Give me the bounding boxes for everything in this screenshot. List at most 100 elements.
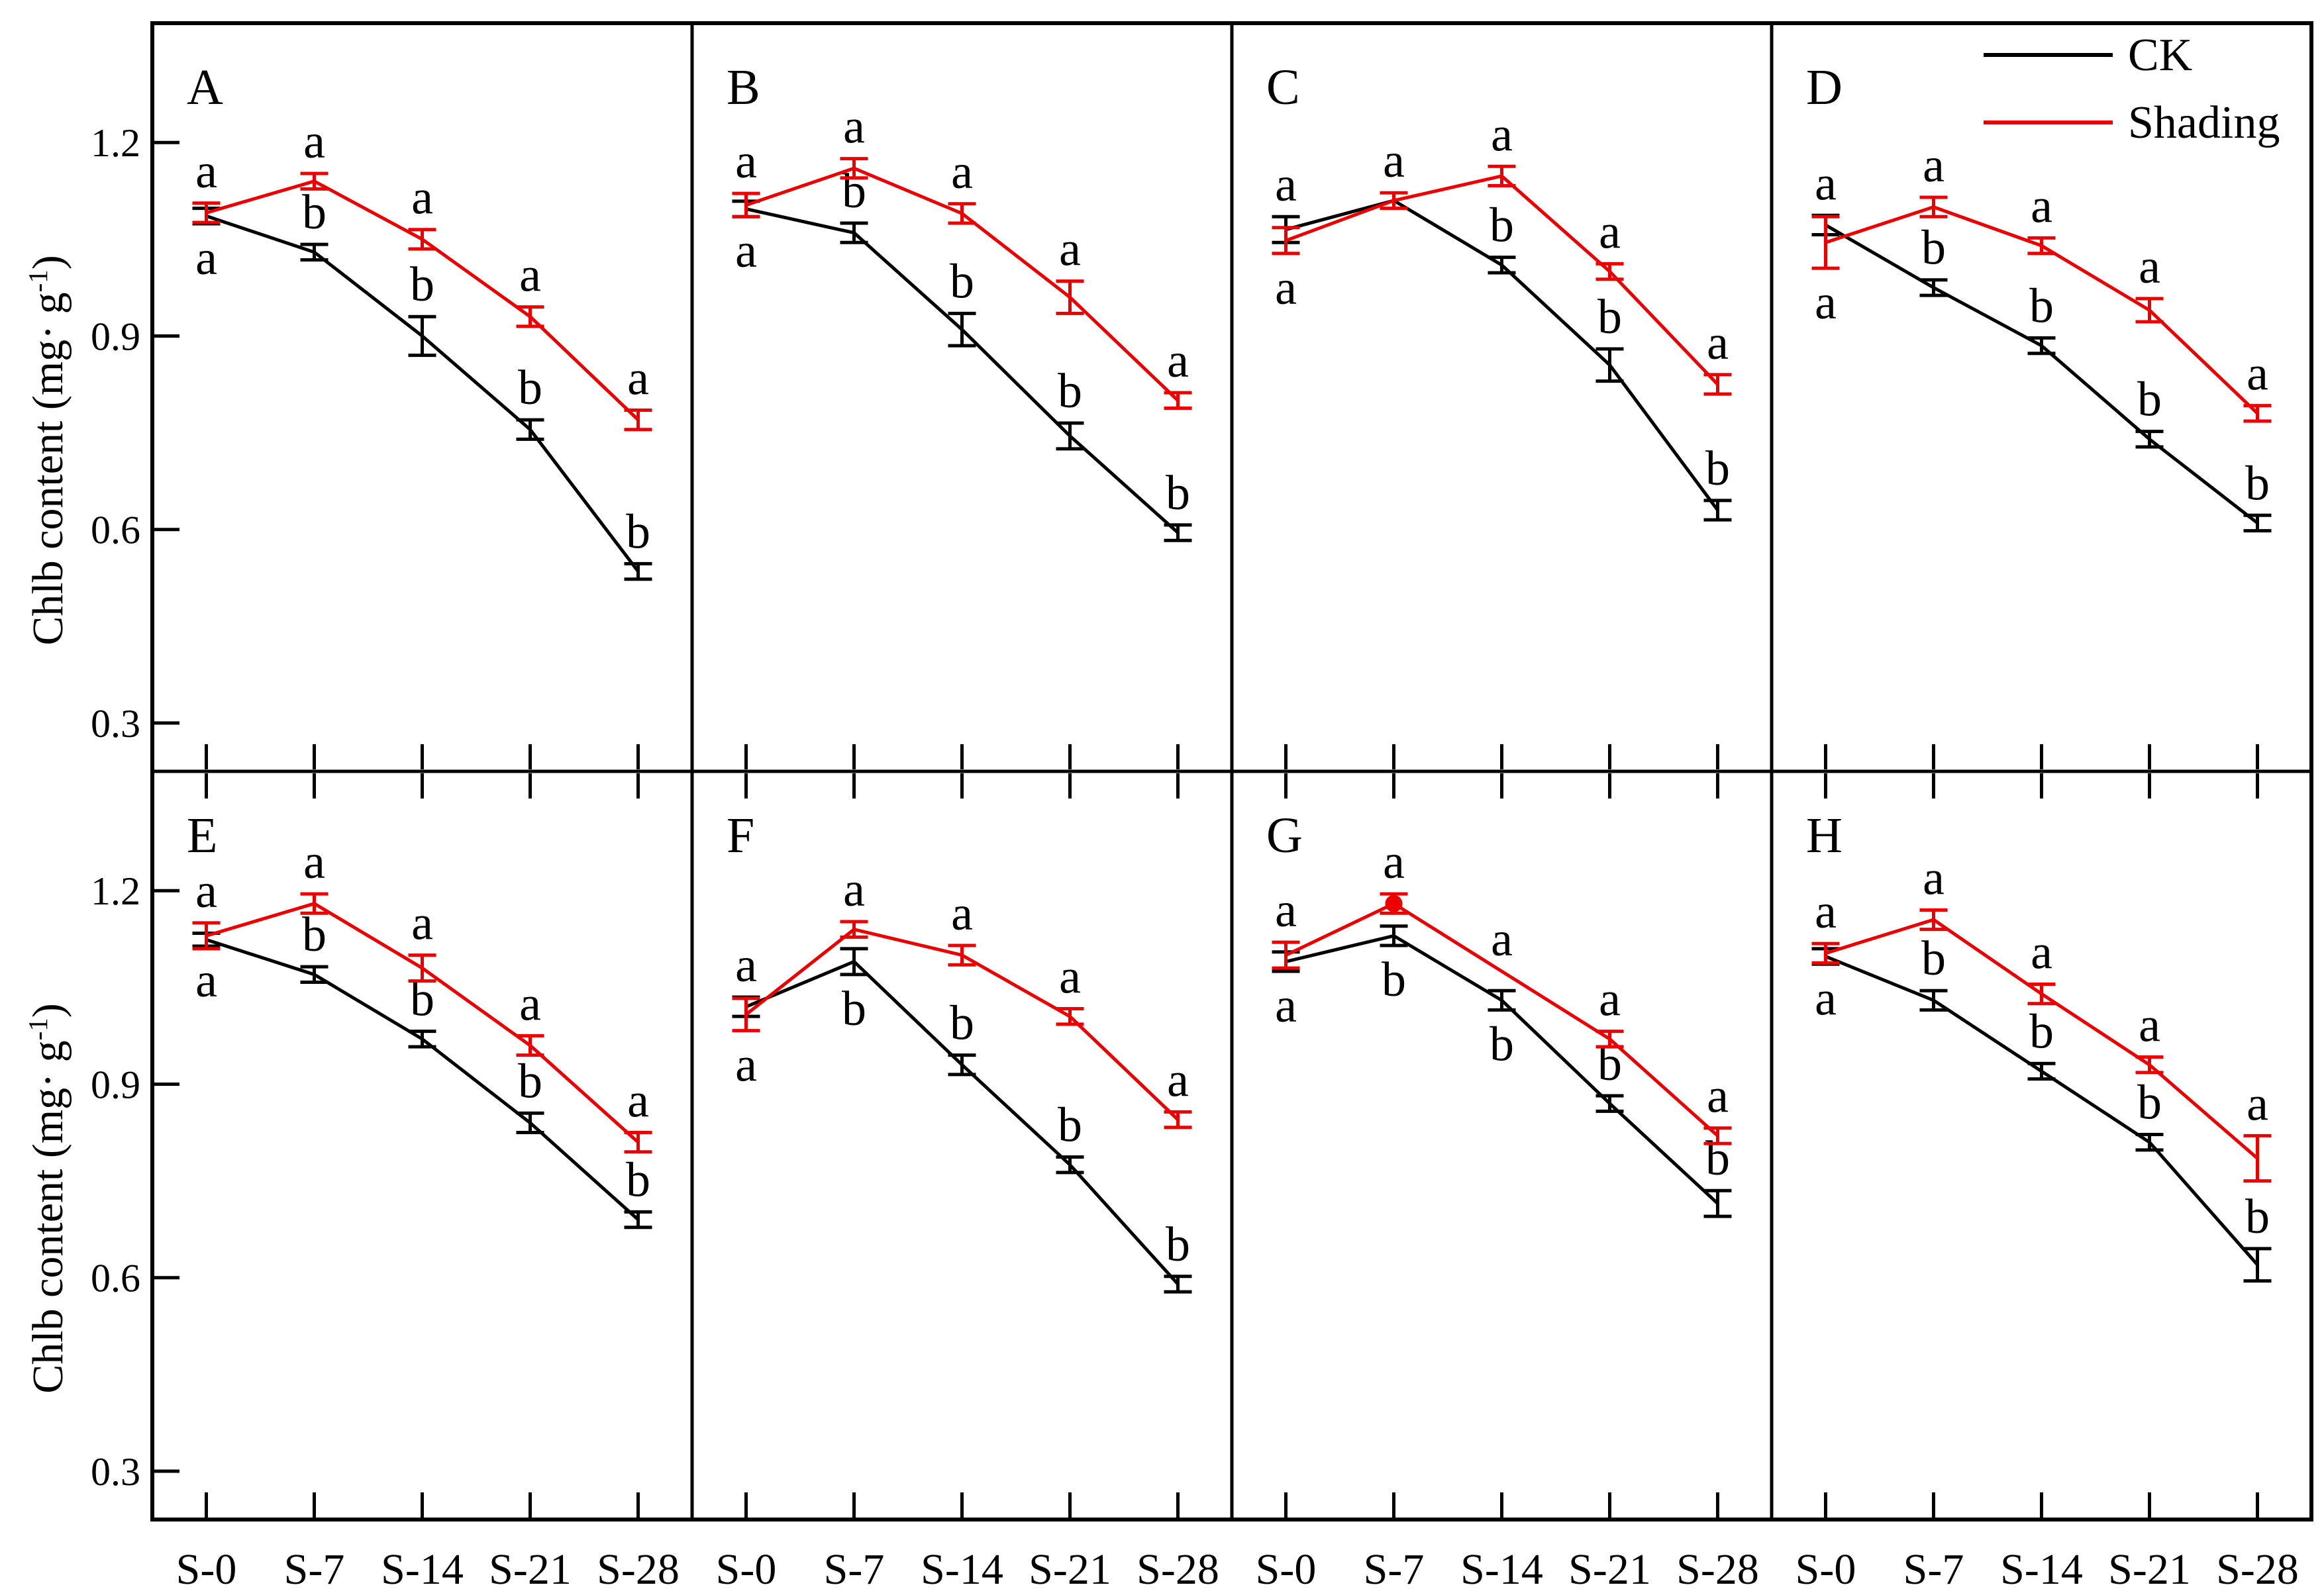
x-tick-label: S-28 xyxy=(597,1545,680,1594)
x-tick-label: S-14 xyxy=(921,1545,1003,1594)
significance-letter: b xyxy=(950,996,974,1051)
significance-letter: a xyxy=(951,887,973,941)
significance-letter: a xyxy=(195,953,217,1008)
x-tick-label: S-14 xyxy=(1460,1545,1543,1594)
significance-letter: b xyxy=(1166,466,1190,520)
significance-letter: a xyxy=(2139,240,2160,294)
significance-letter: b xyxy=(2137,1075,2162,1130)
significance-letter: a xyxy=(1599,973,1621,1027)
y-axis-title-close: ) xyxy=(24,255,72,270)
y-axis-title-superscript: -1 xyxy=(23,269,53,293)
significance-letter: a xyxy=(1815,275,1837,330)
x-tick-label: S-0 xyxy=(716,1545,777,1594)
y-axis-title-superscript: -1 xyxy=(23,1018,53,1041)
x-tick-label: S-28 xyxy=(1137,1545,1219,1594)
y-tick-label: 1.2 xyxy=(91,121,140,165)
significance-letter: b xyxy=(2245,1190,2270,1244)
significance-letter: a xyxy=(843,863,865,917)
legend-shading-label: Shading xyxy=(2128,97,2280,148)
significance-letter: a xyxy=(627,1074,649,1128)
x-tick-label: S-0 xyxy=(1256,1545,1317,1594)
significance-letter: a xyxy=(1815,885,1837,939)
significance-letter: b xyxy=(302,185,327,240)
significance-letter: b xyxy=(1705,442,1730,496)
significance-letter: a xyxy=(1923,138,1945,193)
significance-letter: b xyxy=(1921,932,1946,986)
significance-letter: b xyxy=(842,982,866,1036)
significance-letter: a xyxy=(1599,205,1621,259)
x-tick-label: S-7 xyxy=(1364,1545,1425,1594)
significance-letter: a xyxy=(303,115,325,169)
panel-label: C xyxy=(1266,60,1300,115)
y-axis-title-top-row: Chlb content (mg· g-1) xyxy=(11,20,72,881)
significance-letter: b xyxy=(2137,373,2162,427)
x-tick-label: S-14 xyxy=(381,1545,464,1594)
significance-letter: a xyxy=(1059,949,1081,1004)
y-tick-label: 0.6 xyxy=(91,508,140,552)
significance-letter: a xyxy=(2031,179,2052,233)
y-tick-label: 0.3 xyxy=(91,702,140,746)
significance-letter: a xyxy=(1383,835,1405,889)
y-tick-label: 1.2 xyxy=(91,869,140,913)
shading-line xyxy=(1285,901,1719,1137)
significance-letter: a xyxy=(1275,883,1297,938)
significance-letter: b xyxy=(1490,1017,1514,1071)
significance-letter: a xyxy=(1275,979,1297,1033)
x-tick-label: S-7 xyxy=(284,1545,345,1594)
y-axis-title-close: ) xyxy=(24,1003,72,1018)
panel-label: E xyxy=(187,808,217,863)
significance-letter: a xyxy=(1167,334,1189,388)
significance-letter: a xyxy=(2247,347,2268,401)
significance-letter: b xyxy=(1166,1218,1190,1272)
significance-letter: b xyxy=(2029,1004,2054,1059)
significance-letter: b xyxy=(950,254,974,309)
significance-letter: a xyxy=(627,351,649,405)
x-tick-label: S-21 xyxy=(1568,1545,1651,1594)
panel-label: D xyxy=(1806,60,1843,115)
significance-letter: a xyxy=(951,145,973,199)
significance-letter: a xyxy=(1707,316,1729,370)
significance-letter: a xyxy=(2139,998,2160,1053)
x-tick-label: S-7 xyxy=(1903,1545,1964,1594)
significance-letter: a xyxy=(1167,1053,1189,1107)
legend-ck-label: CK xyxy=(2128,30,2192,81)
significance-letter: a xyxy=(1491,912,1513,967)
significance-letter: a xyxy=(519,248,541,303)
significance-letter: b xyxy=(302,908,327,962)
significance-letter: b xyxy=(1490,199,1514,253)
panel-label: B xyxy=(727,60,760,115)
significance-letter: b xyxy=(2029,279,2054,333)
significance-letter: b xyxy=(1058,364,1082,418)
significance-letter: a xyxy=(1815,971,1837,1026)
x-tick-label: S-0 xyxy=(176,1545,237,1594)
y-axis-title-text: Chlb content (mg· g xyxy=(24,292,72,646)
significance-letter: b xyxy=(2245,456,2270,510)
significance-letter: a xyxy=(1707,1069,1729,1124)
x-tick-label: S-21 xyxy=(1029,1545,1111,1594)
panel-label: F xyxy=(727,808,754,863)
significance-letter: a xyxy=(1491,107,1513,162)
significance-letter: b xyxy=(1382,953,1406,1007)
significance-letter: a xyxy=(1059,222,1081,277)
y-tick-label: 0.6 xyxy=(91,1257,140,1300)
ck-line xyxy=(1825,223,2259,524)
significance-letter: b xyxy=(410,258,434,312)
data-point-marker xyxy=(1385,894,1403,912)
panel-label: H xyxy=(1806,808,1843,863)
significance-letter: a xyxy=(195,231,217,285)
significance-letter: a xyxy=(735,1038,757,1092)
significance-letter: b xyxy=(518,1054,542,1108)
significance-letter: b xyxy=(1921,221,1946,275)
significance-letter: b xyxy=(1058,1098,1082,1153)
x-tick-label: S-0 xyxy=(1795,1545,1856,1594)
x-tick-label: S-7 xyxy=(824,1545,885,1594)
y-axis-title-bottom-row: Chlb content (mg· g-1) xyxy=(11,768,72,1595)
significance-letter: a xyxy=(411,896,433,951)
significance-letter: a xyxy=(1275,261,1297,315)
significance-letter: a xyxy=(195,144,217,199)
y-axis-title-text: Chlb content (mg· g xyxy=(24,1040,72,1394)
significance-letter: b xyxy=(626,1153,650,1207)
significance-letter: a xyxy=(2247,1077,2268,1131)
